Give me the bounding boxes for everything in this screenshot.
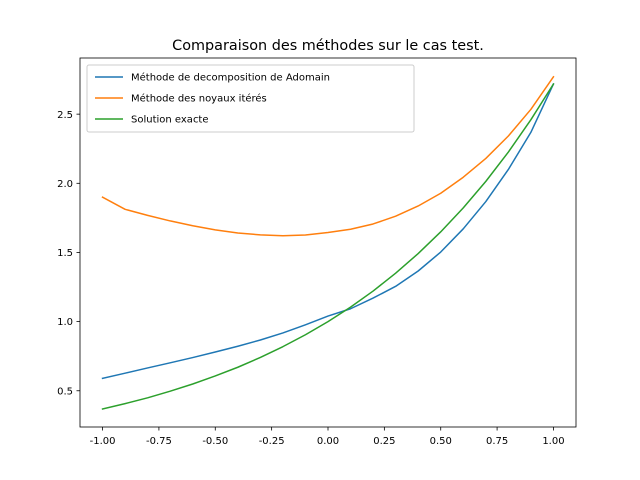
y-tick-label: 0.5 [57,386,73,397]
x-tick-label: -1.00 [90,436,116,447]
series-layer [101,75,555,410]
x-tick-label: 1.00 [542,436,564,447]
x-tick-label: 0.00 [317,436,339,447]
series-line-0 [101,83,555,380]
legend-box [86,64,415,133]
series-line-1 [101,75,555,237]
y-tick-label: 1.0 [57,317,73,328]
x-tick-label: -0.50 [202,436,228,447]
y-axis: 0.5 1.0 1.5 2.0 2.5 [57,110,80,397]
x-tick-label: 0.50 [430,436,452,447]
legend-label-0: Méthode de decomposition de Adomain [131,72,330,84]
x-tick-label: 0.75 [486,436,508,447]
y-tick-label: 2.0 [57,179,73,190]
legend-label-1: Méthode des noyaux itérés [131,93,267,105]
x-tick-label: -0.75 [146,436,172,447]
series-line-2 [101,82,555,410]
legend: Méthode de decomposition de Adomain Métho… [86,64,415,133]
chart-title: Comparaison des méthodes sur le cas test… [172,38,484,54]
legend-label-2: Solution exacte [131,115,209,126]
x-axis: -1.00 -0.75 -0.50 -0.25 0.00 0.25 0.50 0.75 1.00 [90,427,565,447]
x-tick-label: 0.25 [373,436,395,447]
y-tick-label: 1.5 [57,248,73,259]
x-tick-label: -0.25 [259,436,285,447]
y-tick-label: 2.5 [57,110,73,121]
